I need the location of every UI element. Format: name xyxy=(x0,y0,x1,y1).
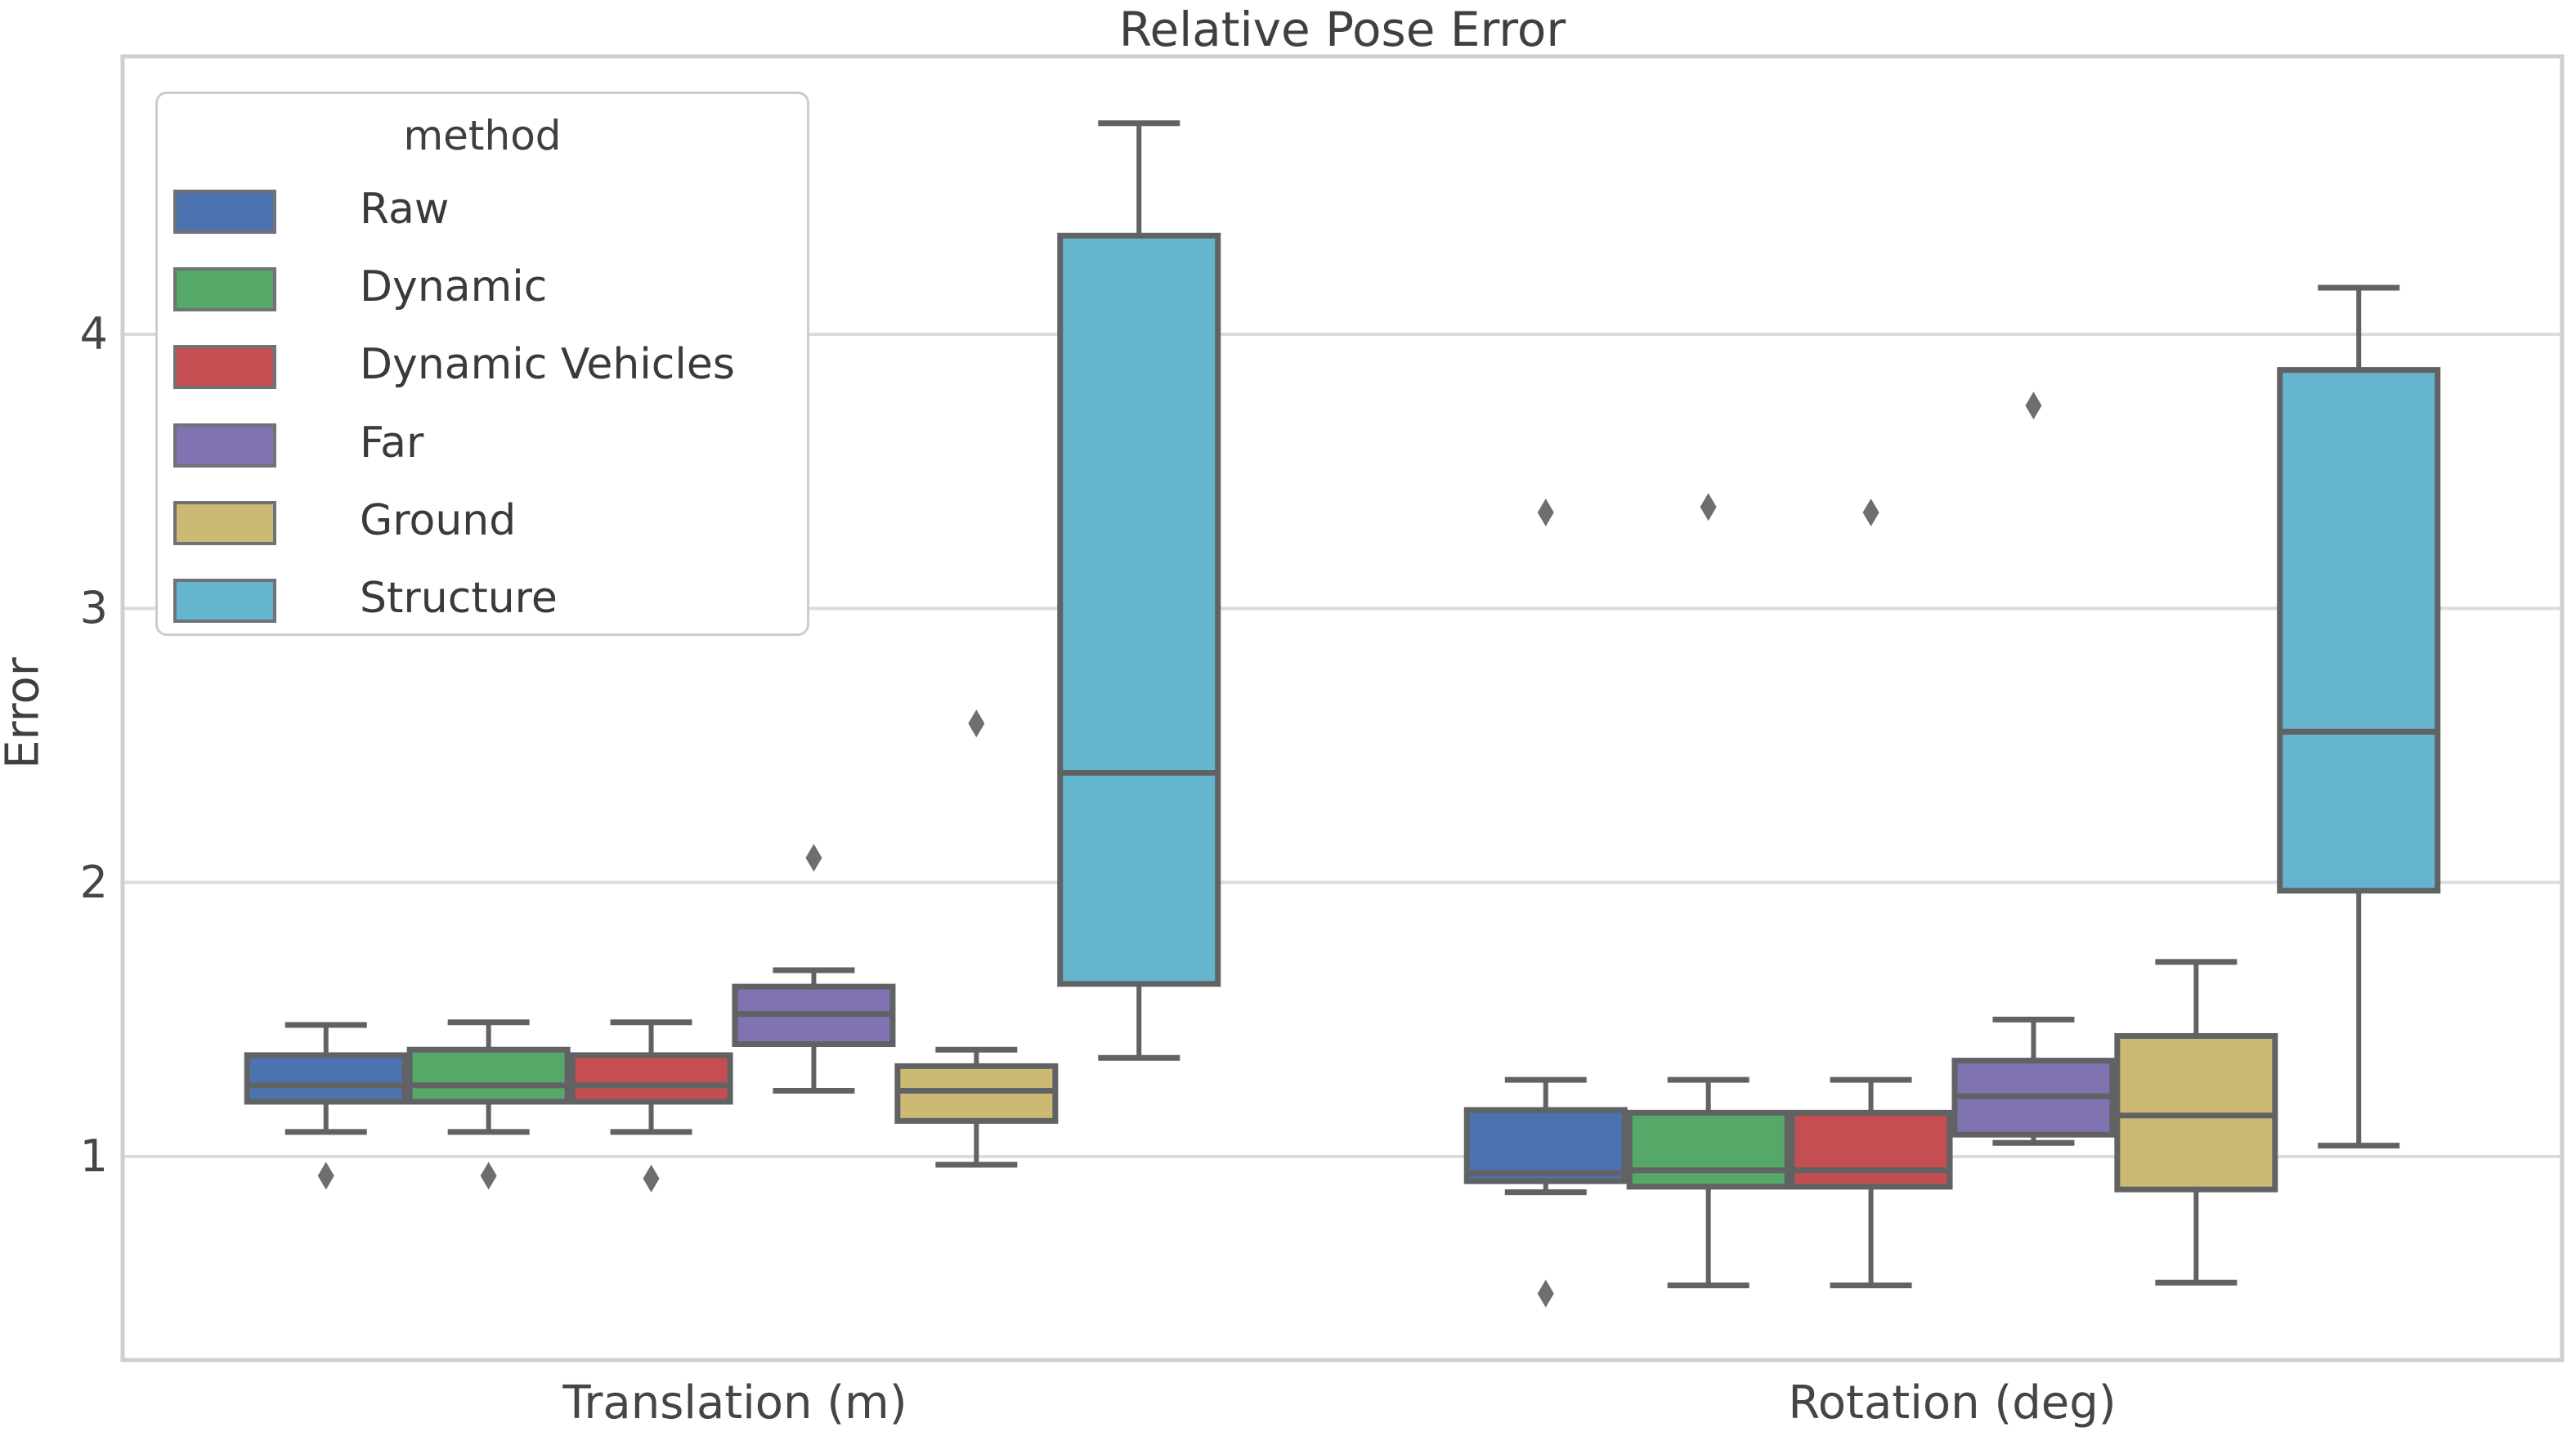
y-tick-label-4: 4 xyxy=(79,308,108,360)
outlier-far-rotation xyxy=(2025,392,2042,420)
box-raw-translation xyxy=(244,1052,408,1105)
y-tick-label-2: 2 xyxy=(79,856,108,908)
y-tick-label-3: 3 xyxy=(79,582,108,634)
legend-item-label: Far xyxy=(360,418,424,468)
outlier-dynamic-rotation xyxy=(1700,493,1717,521)
legend-item-label: Ground xyxy=(360,495,517,545)
legend-swatch-icon xyxy=(173,579,276,623)
box-dynamic-vehicles-translation xyxy=(569,1052,733,1105)
box-raw-rotation xyxy=(1463,1107,1628,1184)
outlier-raw-rotation xyxy=(1537,1279,1554,1308)
outlier-raw-translation xyxy=(317,1161,334,1190)
box-structure-rotation xyxy=(2277,367,2441,894)
legend-swatch-icon xyxy=(173,345,276,390)
legend-swatch-icon xyxy=(173,267,276,312)
legend-item-label: Dynamic xyxy=(360,262,548,312)
outlier-dynamic-vehicles-translation xyxy=(643,1164,660,1193)
y-tick-label-1: 1 xyxy=(79,1130,108,1182)
legend-swatch-icon xyxy=(173,500,276,545)
legend-title: method xyxy=(403,112,562,159)
box-dynamic-vehicles-rotation xyxy=(1789,1109,1953,1190)
outlier-ground-translation xyxy=(968,709,985,738)
outlier-dynamic-translation xyxy=(480,1161,497,1190)
legend-item-label: Structure xyxy=(360,574,558,623)
x-tick-label-translation: Translation (m) xyxy=(562,1376,907,1430)
box-dynamic-rotation xyxy=(1626,1109,1790,1190)
legend-swatch-icon xyxy=(173,190,276,234)
plot-frame xyxy=(120,54,2565,1363)
y-axis-label: Error xyxy=(0,657,50,769)
outlier-dynamic-vehicles-rotation xyxy=(1862,498,1879,526)
outlier-raw-rotation xyxy=(1537,498,1554,526)
box-structure-translation xyxy=(1057,232,1221,987)
legend-item-label: Raw xyxy=(360,185,450,234)
x-tick-label-rotation: Rotation (deg) xyxy=(1788,1376,2117,1430)
legend-item-label: Dynamic Vehicles xyxy=(360,340,735,390)
outlier-far-translation xyxy=(805,844,822,872)
legend-swatch-icon xyxy=(173,423,276,468)
legend: method Raw Dynamic Dynamic Vehicles Far Grou… xyxy=(155,92,809,636)
chart-title: Relative Pose Error xyxy=(1118,2,1566,57)
box-dynamic-translation xyxy=(406,1046,571,1105)
